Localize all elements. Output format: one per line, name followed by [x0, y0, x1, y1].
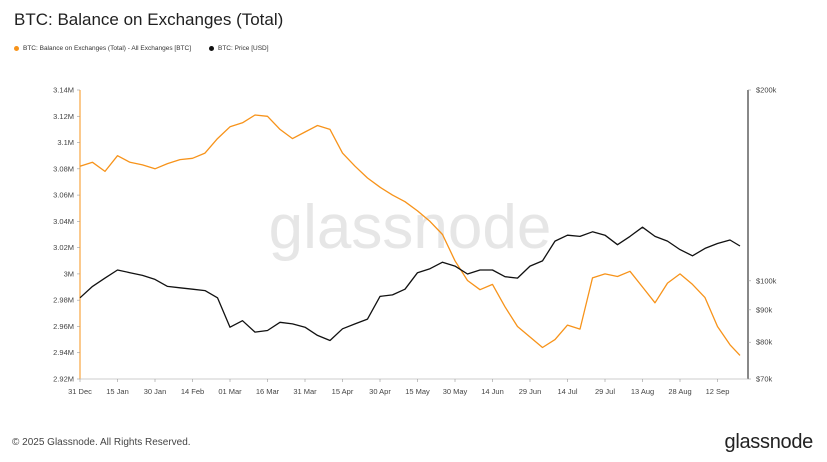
balance-series-line [79, 114, 741, 356]
x-axis-tick-label: 14 Jun [481, 387, 504, 396]
x-axis-tick-label: 30 Apr [369, 387, 391, 396]
left-axis-tick-label: 3.14M [53, 86, 74, 95]
x-axis-tick-label: 14 Feb [181, 387, 204, 396]
left-axis-tick-label: 3.08M [53, 164, 74, 173]
left-axis-tick-label: 3.04M [53, 217, 74, 226]
right-axis-tick-label: $80k [756, 338, 773, 347]
x-axis-tick-label: 01 Mar [218, 387, 242, 396]
x-axis-tick-label: 15 Jan [106, 387, 129, 396]
x-axis-tick-label: 31 Dec [68, 387, 92, 396]
series-layer [79, 114, 741, 356]
legend-item-balance[interactable]: BTC: Balance on Exchanges (Total) - All … [14, 45, 191, 52]
legend-swatch-price [209, 46, 214, 51]
left-axis-tick-label: 3.02M [53, 243, 74, 252]
left-axis-tick-label: 3.06M [53, 191, 74, 200]
left-axis-tick-label: 2.96M [53, 322, 74, 331]
x-axis-tick-label: 13 Aug [631, 387, 654, 396]
left-axis-tick-label: 2.98M [53, 296, 74, 305]
x-axis-tick-label: 29 Jul [595, 387, 615, 396]
left-axis-tick-label: 2.92M [53, 375, 74, 384]
legend-label-price: BTC: Price [USD] [218, 45, 269, 52]
legend-swatch-balance [14, 46, 19, 51]
legend-item-price[interactable]: BTC: Price [USD] [209, 45, 269, 52]
legend-label-balance: BTC: Balance on Exchanges (Total) - All … [23, 45, 191, 52]
right-axis-tick-label: $100k [756, 276, 777, 285]
left-axis-tick-label: 3.12M [53, 112, 74, 121]
right-axis-tick-label: $200k [756, 86, 777, 95]
glassnode-logo[interactable]: glassnode [724, 431, 814, 453]
x-axis-tick-label: 16 Mar [256, 387, 280, 396]
x-axis-tick-label: 12 Sep [706, 387, 730, 396]
x-axis-tick-label: 31 Mar [293, 387, 317, 396]
left-axis-tick-label: 3M [64, 269, 74, 278]
x-axis-tick-label: 30 May [443, 387, 468, 396]
x-axis-tick-label: 30 Jan [144, 387, 167, 396]
x-axis-tick-label: 15 Apr [332, 387, 354, 396]
chart-legend: BTC: Balance on Exchanges (Total) - All … [14, 45, 269, 52]
chart-axes: 2.92M 2.94M 2.96M 2.98M 3M 3.02M 3.04M 3.06M 3.0… [53, 86, 777, 397]
right-axis-tick-label: $90k [756, 305, 773, 314]
x-axis-tick-label: 15 May [405, 387, 430, 396]
copyright-text: © 2025 Glassnode. All Rights Reserved. [12, 437, 191, 448]
x-axis-tick-label: 29 Jun [519, 387, 542, 396]
right-axis-tick-label: $70k [756, 375, 773, 384]
watermark: glassnode [269, 193, 552, 262]
x-axis-tick-label: 28 Aug [668, 387, 691, 396]
left-axis-tick-label: 2.94M [53, 348, 74, 357]
chart-title: BTC: Balance on Exchanges (Total) [14, 10, 284, 29]
x-axis-tick-label: 14 Jul [557, 387, 577, 396]
left-axis-tick-label: 3.1M [57, 138, 74, 147]
price-series-line [79, 226, 741, 342]
